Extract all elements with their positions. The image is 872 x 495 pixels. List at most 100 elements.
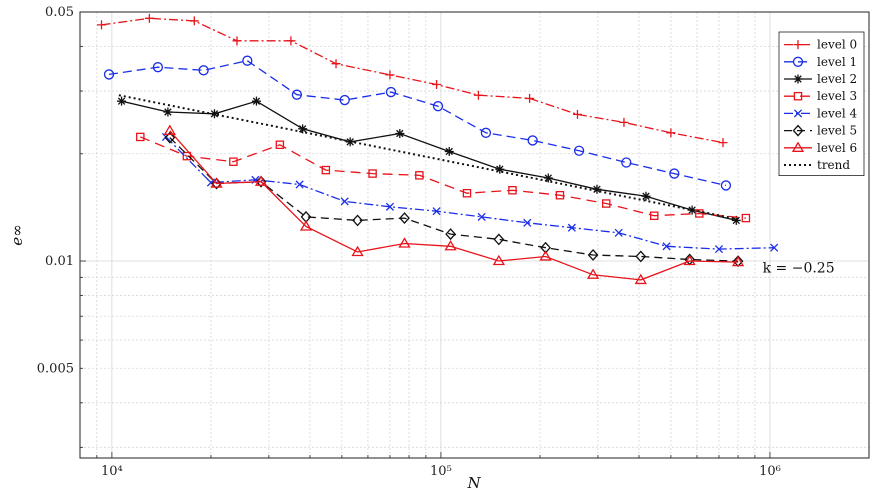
x-tick-label: 10⁵ <box>430 464 452 479</box>
data-point-level-2 <box>444 146 454 156</box>
data-point-level-1 <box>198 65 209 76</box>
data-point-level-6 <box>586 268 600 279</box>
y-tick-label: 0.05 <box>45 5 74 20</box>
legend-marker-level-1 <box>792 56 804 67</box>
data-point-level-4 <box>432 207 441 216</box>
legend-label-level-6: level 6 <box>817 141 857 155</box>
data-point-level-0 <box>572 109 582 119</box>
data-point-level-1 <box>527 135 538 146</box>
data-point-level-6 <box>539 250 552 261</box>
data-point-level-5 <box>255 175 267 188</box>
plot-area-frame <box>79 11 870 459</box>
data-point-level-2 <box>117 96 127 106</box>
data-point-level-3 <box>275 140 285 150</box>
data-point-level-4 <box>340 197 349 206</box>
data-point-level-2 <box>251 96 261 106</box>
data-point-level-0 <box>718 138 728 148</box>
data-point-level-1 <box>669 168 680 179</box>
data-point-level-3 <box>321 165 331 175</box>
legend-label-level-4: level 4 <box>817 106 857 120</box>
data-point-level-4 <box>523 218 532 227</box>
data-point-level-3 <box>555 190 565 200</box>
legend-marker-level-3 <box>793 91 803 101</box>
series-level-6 <box>163 124 745 285</box>
data-point-level-6 <box>299 220 313 231</box>
grid-lines <box>79 11 870 458</box>
data-point-level-3 <box>136 132 145 142</box>
data-point-level-0 <box>432 79 442 89</box>
data-point-level-5 <box>399 212 410 225</box>
data-point-level-2 <box>495 164 505 174</box>
series-level-3 <box>136 132 751 223</box>
data-point-level-5 <box>164 131 176 144</box>
data-point-level-3 <box>182 151 192 161</box>
data-point-level-2 <box>543 173 553 183</box>
data-point-level-1 <box>242 55 253 66</box>
series-line-level-1 <box>108 60 727 187</box>
series-lines <box>97 13 779 285</box>
data-point-level-0 <box>331 59 341 69</box>
data-point-level-5 <box>635 250 647 263</box>
legend-label-level-5: level 5 <box>817 124 857 138</box>
legend-label-level-0: level 0 <box>817 38 857 52</box>
series-line-level-6 <box>169 130 739 281</box>
data-point-level-2 <box>298 124 308 134</box>
data-point-level-0 <box>232 36 242 46</box>
data-point-level-1 <box>291 89 303 100</box>
legend-label-level-2: level 2 <box>817 72 857 86</box>
data-point-level-0 <box>97 20 107 30</box>
data-point-level-5 <box>587 248 599 261</box>
data-point-level-6 <box>731 255 745 267</box>
data-point-level-3 <box>415 171 424 180</box>
series-line-trend <box>118 94 739 221</box>
series-line-level-3 <box>140 136 746 219</box>
data-point-level-6 <box>634 273 647 285</box>
legend-marker-level-5 <box>792 124 804 137</box>
data-point-level-2 <box>641 191 651 201</box>
data-point-level-2 <box>163 107 173 117</box>
data-point-level-3 <box>650 211 659 220</box>
data-point-level-6 <box>163 124 176 135</box>
series-level-2 <box>117 96 741 225</box>
data-point-level-1 <box>385 86 397 98</box>
series-level-4 <box>161 132 779 254</box>
data-point-level-0 <box>144 13 154 23</box>
data-point-level-5 <box>211 177 222 190</box>
x-axis-label: N <box>466 474 481 492</box>
data-point-level-2 <box>731 215 741 225</box>
axis-ticks: 10⁴ 10⁵ 10⁶ 0.005 0.01 0.05 <box>37 5 870 479</box>
data-point-level-0 <box>666 128 676 138</box>
data-point-level-2 <box>395 129 405 139</box>
data-point-level-2 <box>209 109 219 119</box>
data-point-level-4 <box>714 245 724 254</box>
data-point-level-4 <box>295 180 304 189</box>
legend: level 0 level 1 level 2 level 3 level 4 level… <box>778 31 865 177</box>
data-point-level-1 <box>720 180 732 191</box>
series-level-1 <box>103 55 732 191</box>
legend-label-level-3: level 3 <box>817 89 857 103</box>
data-point-level-1 <box>152 62 164 73</box>
data-point-level-4 <box>770 243 779 252</box>
data-point-level-3 <box>695 209 704 218</box>
data-point-level-5 <box>493 233 505 246</box>
data-point-level-1 <box>432 101 444 112</box>
y-tick-label: 0.005 <box>37 361 74 376</box>
data-point-level-0 <box>525 93 535 103</box>
data-point-level-3 <box>508 186 517 195</box>
legend-box <box>778 31 865 177</box>
data-point-level-3 <box>368 169 377 178</box>
data-point-level-1 <box>573 145 585 156</box>
legend-label-trend: trend <box>817 158 850 172</box>
data-point-level-5 <box>445 228 456 241</box>
y-axis-label: e∞ <box>8 224 26 245</box>
legend-label-level-1: level 1 <box>817 55 857 69</box>
data-point-level-6 <box>210 177 223 188</box>
data-point-level-0 <box>473 90 483 100</box>
data-point-level-0 <box>286 36 296 46</box>
y-tick-label: 0.01 <box>45 254 74 269</box>
data-point-level-2 <box>592 184 602 194</box>
series-trend <box>118 94 739 221</box>
data-point-level-6 <box>444 240 457 251</box>
data-point-level-4 <box>567 223 576 232</box>
